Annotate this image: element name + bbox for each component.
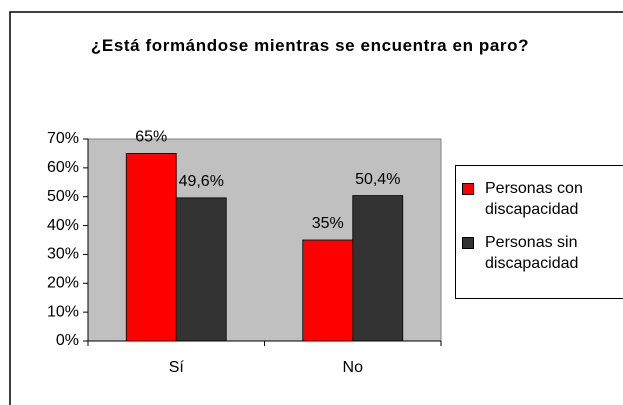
y-tick-label: 50%: [47, 188, 79, 205]
bar: [175, 197, 227, 342]
data-label: 35%: [312, 215, 344, 232]
y-tick-label: 60%: [47, 159, 79, 176]
y-tick-label: 0%: [56, 332, 79, 349]
y-tick-label: 30%: [47, 246, 79, 263]
data-label: 65%: [135, 129, 167, 146]
y-tick-label: 20%: [47, 275, 79, 292]
data-label: 49,6%: [179, 173, 224, 190]
legend-item: Personas con discapacidad: [456, 178, 623, 220]
chart-title: ¿Está formándose mientras se encuentra e…: [90, 36, 530, 55]
legend: Personas con discapacidad Personas sin di…: [455, 165, 623, 299]
x-tick-label: Sí: [169, 359, 185, 376]
legend-label: Personas sin discapacidad: [485, 234, 579, 272]
legend-swatch: [462, 237, 474, 249]
x-tick-label: No: [343, 359, 364, 376]
legend-item: Personas sin discapacidad: [456, 232, 623, 274]
y-tick-label: 40%: [47, 217, 79, 234]
bar: [302, 239, 354, 342]
y-tick-label: 10%: [47, 303, 79, 320]
bar: [125, 153, 177, 342]
data-label: 50,4%: [355, 171, 400, 188]
legend-swatch: [462, 183, 474, 195]
legend-label: Personas con discapacidad: [485, 180, 583, 218]
bar: [352, 195, 404, 342]
y-tick-label: 70%: [47, 130, 79, 147]
